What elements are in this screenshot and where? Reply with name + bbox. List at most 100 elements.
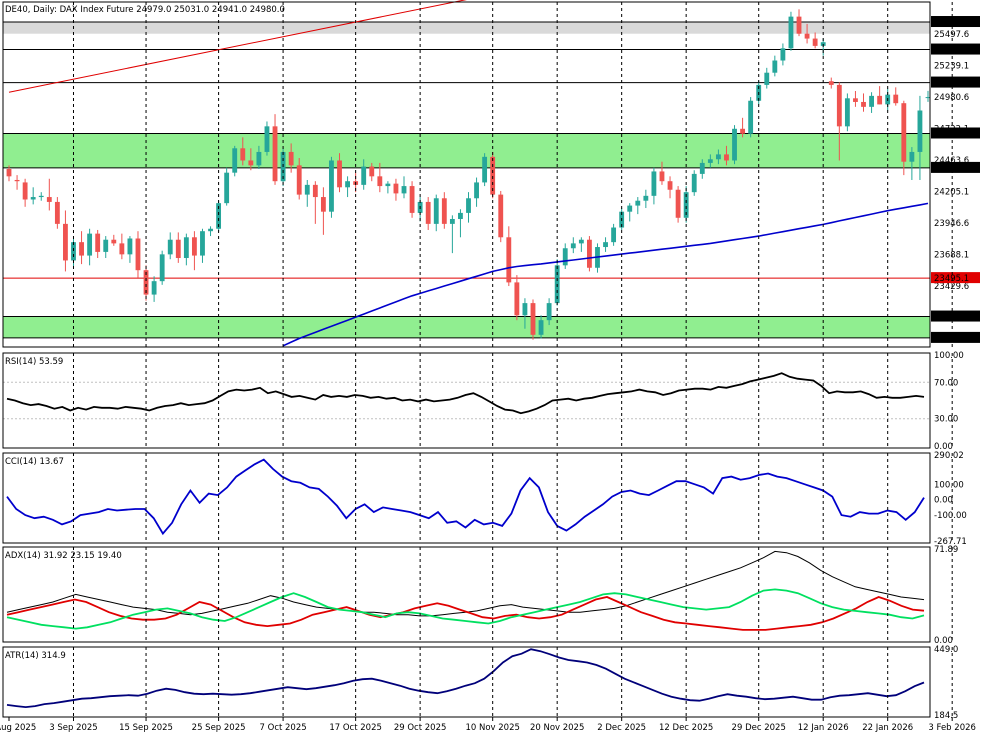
candle [474, 177, 479, 207]
candle [38, 192, 44, 201]
candle [877, 86, 883, 105]
candle [659, 161, 665, 185]
candle [111, 234, 117, 246]
price-level-label: 23495.1 [934, 274, 969, 284]
candle-body [724, 154, 729, 161]
candle-body [675, 189, 681, 218]
x-tick-label: 10 Nov 2025 [465, 723, 519, 733]
x-tick-label: 20 Nov 2025 [530, 723, 584, 733]
candle-body [780, 48, 786, 61]
rsi-y-tick: 0.00 [934, 442, 953, 452]
candle-body [466, 198, 471, 213]
candle [183, 233, 189, 266]
price-y-tick: 25497.6 [934, 30, 969, 40]
candle [320, 187, 326, 235]
candle [385, 181, 391, 194]
candle-body [917, 110, 923, 152]
candle-body [707, 159, 713, 163]
candle-body [474, 182, 479, 199]
price-zone [3, 133, 930, 168]
candle [361, 159, 367, 190]
candle [248, 148, 254, 171]
candle-body [699, 162, 705, 174]
candle-body [256, 151, 262, 166]
candle-body [345, 181, 350, 188]
x-tick-label: 7 Oct 2025 [260, 723, 307, 733]
candle-body [216, 203, 222, 229]
panel-frame [2, 646, 931, 718]
x-tick-label: 22 Jan 2026 [862, 723, 913, 733]
candle-body [63, 223, 68, 261]
candle-body [691, 173, 697, 193]
candle [30, 187, 36, 205]
candle [393, 178, 399, 201]
candle [562, 243, 568, 269]
candle-body [651, 171, 657, 196]
candle-body [393, 183, 399, 194]
price-y-tick: 23688.1 [934, 251, 969, 261]
candle [909, 147, 915, 180]
candle-body [788, 16, 794, 49]
cci-title: CCI(14) 13.67 [5, 457, 64, 467]
price-level-tag [931, 272, 980, 284]
candle-body [183, 237, 189, 259]
candle-body [361, 166, 367, 185]
candle-body [135, 238, 141, 271]
candle-body [546, 303, 552, 321]
candle [22, 178, 28, 207]
candle-body [812, 38, 818, 46]
candle [95, 229, 101, 259]
price-y-tick: 24980.6 [934, 93, 969, 103]
price-level-tag [931, 16, 980, 28]
candle [224, 167, 230, 206]
candle-body [611, 227, 617, 243]
price-level-tag [931, 161, 980, 173]
price-level-tag [931, 331, 980, 343]
x-tick-label: 25 Sep 2025 [192, 723, 246, 733]
candle [578, 237, 584, 252]
candle [853, 90, 858, 107]
candle-body [304, 184, 310, 195]
candle-body [272, 126, 278, 182]
candle [103, 236, 109, 259]
candle [6, 165, 12, 182]
candle [869, 92, 874, 113]
candle [514, 275, 520, 321]
candle [764, 67, 770, 89]
price-level-tag [931, 76, 980, 88]
candle [740, 117, 746, 138]
candle-body [159, 254, 165, 282]
candle-body [506, 237, 512, 283]
candle [812, 32, 818, 49]
candle [748, 97, 754, 138]
panel-frame [2, 1, 931, 348]
candle [861, 93, 866, 112]
candle-body [248, 160, 254, 166]
candle-body [482, 156, 488, 183]
candle [506, 226, 512, 287]
candle-body [836, 84, 842, 127]
candle [345, 176, 350, 198]
candle-body [167, 239, 173, 255]
candle-body [175, 239, 181, 259]
candle [724, 145, 729, 166]
candle-body [224, 172, 230, 204]
candle-body [828, 81, 834, 85]
candle [715, 149, 721, 165]
candle [643, 189, 649, 209]
candle [449, 215, 455, 254]
rsi-y-tick: 30.00 [934, 415, 958, 425]
candle-body [127, 238, 133, 255]
candle-body [498, 194, 504, 238]
price-panel: 25497.625239.124980.624722.124463.624205… [3, 0, 980, 347]
candle [772, 55, 778, 77]
candle-body [111, 239, 117, 244]
candle [304, 179, 310, 207]
candle [337, 153, 342, 193]
candle [296, 158, 302, 200]
price-level-label: 25595.8 [934, 18, 969, 28]
price-zone [3, 22, 930, 34]
price-y-tick: 24463.6 [934, 156, 969, 166]
candle-body [683, 192, 689, 218]
